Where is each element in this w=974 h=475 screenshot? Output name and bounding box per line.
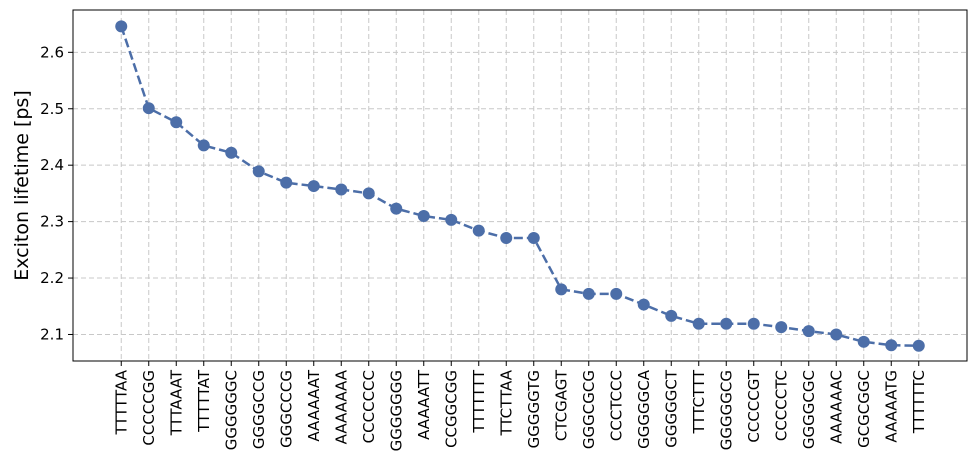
- data-point: [637, 298, 650, 311]
- x-tick-label: CTCGAGT: [552, 369, 570, 441]
- axes-layer: TTTTTAA CCCCCGG TTTAAAT TTTTTAT GGGGGGC GGGGC…: [40, 43, 928, 451]
- y-tick-label: 2.1: [40, 325, 64, 343]
- x-tick-label: TTTCTTT: [690, 369, 708, 434]
- data-point: [115, 20, 128, 33]
- data-point: [417, 209, 430, 222]
- data-point: [720, 317, 733, 330]
- x-tick-label: CCCTCCC: [607, 370, 625, 441]
- x-tick-label: TTTTTTT: [470, 369, 488, 433]
- y-tick-label: 2.5: [40, 100, 64, 118]
- x-tick-label: GGGGGCA: [635, 369, 653, 449]
- data-point: [197, 139, 210, 152]
- data-point: [472, 224, 485, 237]
- data-point: [362, 187, 375, 200]
- data-point: [912, 339, 925, 352]
- x-tick-label: CCCCCCC: [360, 370, 378, 443]
- x-tick-label: GGGGGCG: [717, 370, 735, 450]
- data-point: [692, 317, 705, 330]
- x-tick-label: GGGGCCG: [250, 370, 268, 449]
- data-point: [390, 202, 403, 215]
- data-point: [170, 116, 183, 129]
- data-point: [857, 335, 870, 348]
- x-tick-label: AAAAAAT: [305, 369, 323, 441]
- series-layer: [115, 20, 925, 352]
- data-point: [610, 287, 623, 300]
- data-point: [582, 287, 595, 300]
- grid-layer: [73, 10, 967, 361]
- data-point: [830, 328, 843, 341]
- series-line: [120, 25, 919, 348]
- data-point: [775, 321, 788, 334]
- x-tick-label: GGGGGTG: [525, 370, 543, 448]
- data-point: [307, 180, 320, 193]
- x-tick-label: GGGGGGC: [222, 370, 240, 450]
- data-point: [225, 146, 238, 159]
- y-tick-label: 2.4: [40, 156, 64, 174]
- y-tick-label: 2.6: [40, 43, 64, 61]
- data-point: [335, 183, 348, 196]
- x-tick-label: TTCTTAA: [497, 369, 515, 436]
- x-tick-label: CCGGCGG: [442, 370, 460, 448]
- x-tick-label: TTTAAAT: [167, 369, 185, 436]
- data-point: [445, 213, 458, 226]
- x-tick-label: AAAAATG: [882, 370, 900, 443]
- x-tick-label: CCCCCGT: [745, 369, 763, 442]
- data-point: [885, 339, 898, 352]
- data-point: [555, 283, 568, 296]
- x-tick-label: AAAAATT: [415, 369, 433, 440]
- y-tick-label: 2.2: [40, 269, 64, 287]
- data-point: [252, 165, 265, 178]
- data-point: [500, 231, 513, 244]
- x-tick-label: AAAAAAA: [332, 369, 350, 444]
- data-point: [747, 317, 760, 330]
- data-point: [802, 325, 815, 338]
- x-tick-label: GCGCGGC: [855, 370, 873, 448]
- x-tick-label: AAAAAAC: [827, 370, 845, 444]
- x-tick-label: CCCCCGG: [140, 370, 158, 446]
- y-tick-label: 2.3: [40, 213, 64, 231]
- x-tick-label: GGGGGCT: [662, 369, 680, 448]
- data-point: [665, 309, 678, 322]
- y-axis-title: Exciton lifetime [ps]: [11, 90, 33, 280]
- data-point: [142, 102, 155, 115]
- x-tick-label: CCCCCTC: [772, 370, 790, 441]
- x-tick-label: GGGCGCG: [580, 370, 598, 449]
- x-tick-label: GGGGCGC: [800, 370, 818, 449]
- plot-frame: [72, 9, 968, 362]
- x-tick-label: TTTTTTC: [910, 370, 928, 434]
- x-tick-label: TTTTTAA: [112, 369, 130, 435]
- data-point: [280, 176, 293, 189]
- x-tick-label: TTTTTAT: [195, 369, 213, 433]
- x-tick-label: GGGCCCG: [277, 370, 295, 448]
- data-point: [527, 231, 540, 244]
- x-tick-label: GGGGGGG: [387, 370, 405, 451]
